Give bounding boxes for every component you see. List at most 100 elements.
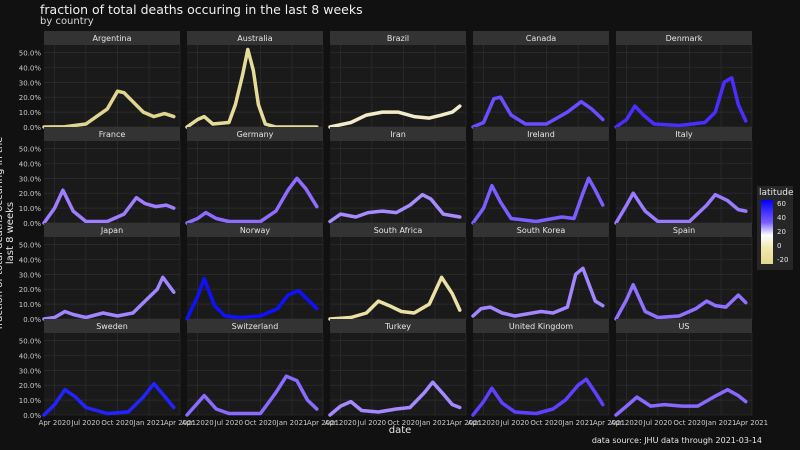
facet-strip-label: Argentina <box>92 34 131 43</box>
facet-strip <box>616 31 752 45</box>
y-tick-label: 40.0% <box>19 160 42 168</box>
y-tick-label: 0.0% <box>23 220 41 228</box>
legend-tick: -20 <box>777 256 789 264</box>
series-line <box>328 275 462 321</box>
facet-strip-label: South Africa <box>374 226 423 235</box>
facet-strip-label: Italy <box>675 130 693 139</box>
facet-strip-label: Japan <box>100 226 123 235</box>
facet-strip <box>616 223 752 237</box>
series-line <box>185 374 319 417</box>
facet-strip-label: Sweden <box>96 322 128 331</box>
series-line <box>614 387 748 417</box>
series-line <box>185 47 319 129</box>
series-line <box>614 191 748 225</box>
x-tick-label: Apr 2020 <box>182 419 214 427</box>
facet-strip <box>44 223 180 237</box>
facet-panel: Iran <box>328 127 467 224</box>
facet-panel: Canada <box>471 31 610 129</box>
facet-strip <box>44 31 180 45</box>
x-tick-label: Apr 2021 <box>450 419 482 427</box>
facet-panel: Australia <box>185 31 324 129</box>
y-tick-label: 30.0% <box>19 271 42 279</box>
legend-tick: 20 <box>777 228 786 236</box>
series-line <box>185 176 319 225</box>
facet-strip <box>473 319 609 333</box>
x-tick-label: Apr 2020 <box>39 419 71 427</box>
facet-panel: Italy <box>614 127 753 225</box>
x-axis-label: date <box>388 425 412 436</box>
panel-background <box>44 45 180 127</box>
panel-background <box>473 333 609 415</box>
y-tick-label: 30.0% <box>19 79 42 87</box>
y-tick-label: 50.0% <box>19 49 42 57</box>
facet-strip-label: Germany <box>237 130 274 139</box>
x-tick-label: Oct 2020 <box>244 419 276 427</box>
legend: latitude 60 40 20 0 -20 <box>757 186 794 270</box>
facet-strip <box>187 319 323 333</box>
y-tick-label: 10.0% <box>19 301 42 309</box>
y-tick-label: 0.0% <box>23 124 41 132</box>
x-tick-label: Oct 2020 <box>673 419 705 427</box>
y-tick-label: 50.0% <box>19 145 42 153</box>
x-tick-label: Jan 2021 <box>419 419 451 427</box>
x-tick-label: Apr 2021 <box>736 419 768 427</box>
x-tick-label: Oct 2020 <box>101 419 133 427</box>
y-tick-label: 0.0% <box>23 316 41 324</box>
y-tick-label: 10.0% <box>19 205 42 213</box>
data-source-caption: data source: JHU data through 2021-03-14 <box>591 436 762 445</box>
facet-strip <box>473 127 609 141</box>
series-line <box>471 377 605 417</box>
facet-panel: Denmark <box>614 31 753 129</box>
x-tick-label: Oct 2020 <box>387 419 419 427</box>
y-tick-label: 30.0% <box>19 367 42 375</box>
legend-title: latitude <box>759 188 794 198</box>
facet-strip <box>187 223 323 237</box>
facet-strip <box>187 31 323 45</box>
y-tick-label: 50.0% <box>19 241 42 249</box>
facet-strip-label: US <box>679 322 690 331</box>
facet-strip <box>473 31 609 45</box>
y-tick-label: 20.0% <box>19 94 42 102</box>
x-tick-label: Jul 2020 <box>71 419 101 427</box>
x-tick-label: Jul 2020 <box>500 419 530 427</box>
x-tick-label: Jul 2020 <box>214 419 244 427</box>
facet-strip-label: France <box>99 130 126 139</box>
y-tick-label: 20.0% <box>19 190 42 198</box>
facet-strip-label: Norway <box>240 226 271 235</box>
chart-title: fraction of total deaths occuring in the… <box>40 2 363 17</box>
series-line <box>328 380 462 417</box>
facet-panel: South Korea <box>471 223 610 320</box>
panel-background <box>330 237 466 319</box>
x-tick-label: Apr 2020 <box>611 419 643 427</box>
panel-background <box>187 333 323 415</box>
facet-panel: Spain <box>614 223 753 321</box>
facet-strip-label: Canada <box>526 34 557 43</box>
facet-panel: US Apr 2020 Jul 2020 Oct 2020 Jan 2021 Apr 20… <box>611 319 768 427</box>
panel-background <box>330 141 466 223</box>
facet-panel: Ireland <box>471 127 610 225</box>
panel-background <box>616 237 752 319</box>
facet-panel: South Africa <box>328 223 467 321</box>
panel-background <box>616 45 752 127</box>
x-tick-label: Jul 2020 <box>357 419 387 427</box>
facet-panel: Brazil <box>328 31 467 129</box>
series-line <box>185 276 319 321</box>
series-line <box>471 176 605 225</box>
facet-strip <box>44 127 180 141</box>
facet-strip <box>187 127 323 141</box>
facet-strip <box>330 31 466 45</box>
x-tick-label: Apr 2021 <box>593 419 625 427</box>
panel-background <box>187 237 323 319</box>
x-tick-label: Jan 2021 <box>276 419 308 427</box>
facet-strip-label: Iran <box>390 130 406 139</box>
series-line <box>471 266 605 318</box>
facet-strip <box>330 127 466 141</box>
series-line <box>328 192 462 224</box>
facet-panel: Japan 0.0% 10.0% 20.0% 30.0% 40.0% 50.0% <box>19 223 181 324</box>
x-tick-label: Apr 2020 <box>325 419 357 427</box>
x-tick-label: Jul 2020 <box>643 419 673 427</box>
x-tick-label: Jan 2021 <box>562 419 594 427</box>
series-line <box>42 188 176 225</box>
facet-strip-label: Turkey <box>384 322 411 331</box>
